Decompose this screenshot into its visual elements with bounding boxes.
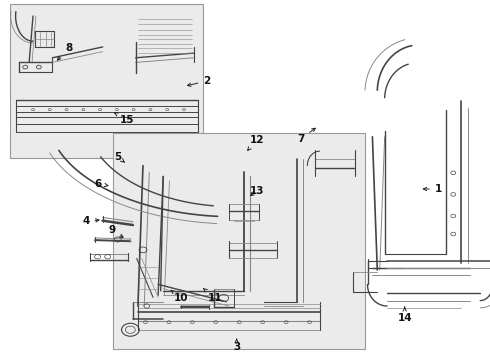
- Text: 4: 4: [82, 216, 99, 226]
- Text: 7: 7: [297, 128, 316, 144]
- Text: 10: 10: [171, 290, 189, 303]
- Text: 5: 5: [114, 152, 124, 162]
- Text: 15: 15: [115, 113, 135, 125]
- Text: 13: 13: [249, 186, 264, 196]
- Text: 3: 3: [233, 339, 240, 352]
- Bar: [113, 133, 365, 349]
- Text: 2: 2: [188, 76, 210, 86]
- Text: 6: 6: [95, 179, 108, 189]
- Text: 12: 12: [247, 135, 264, 150]
- Bar: [10, 4, 203, 158]
- Text: 9: 9: [108, 225, 123, 237]
- Text: 11: 11: [203, 288, 222, 303]
- Text: 14: 14: [397, 307, 412, 323]
- Text: 1: 1: [423, 184, 442, 194]
- Text: 8: 8: [57, 42, 72, 60]
